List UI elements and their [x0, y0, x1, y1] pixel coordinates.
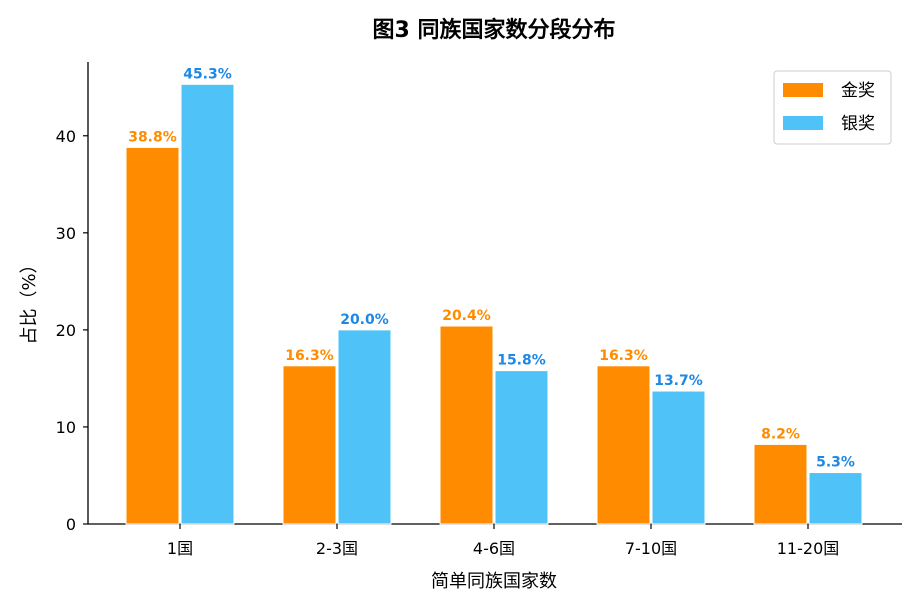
bar-gold [753, 443, 808, 525]
x-tick-label: 2-3国 [316, 539, 358, 558]
data-label: 20.0% [340, 312, 389, 328]
y-tick-label: 20 [56, 321, 76, 340]
data-label: 13.7% [654, 373, 703, 389]
y-tick-label: 0 [66, 515, 76, 534]
x-tick-label: 7-10国 [625, 539, 677, 558]
data-label: 38.8% [128, 129, 177, 145]
legend-label: 金奖 [841, 81, 875, 101]
bar-gold [596, 365, 651, 525]
x-tick-label: 11-20国 [777, 539, 840, 558]
legend-swatch [783, 83, 823, 97]
data-label: 8.2% [761, 426, 800, 442]
data-label: 16.3% [285, 348, 334, 364]
bar-silver [337, 329, 392, 525]
bar-gold [282, 365, 337, 525]
x-tick-label: 1国 [167, 539, 193, 558]
y-tick-label: 10 [56, 418, 76, 437]
chart-title: 图3 同族国家数分段分布 [373, 17, 616, 43]
bar-silver [651, 390, 706, 525]
x-axis-label: 简单同族国家数 [431, 571, 557, 592]
data-label: 45.3% [183, 66, 232, 82]
legend-swatch [783, 116, 823, 130]
bar-gold [125, 146, 180, 525]
y-tick-label: 30 [56, 224, 76, 243]
bar-silver [180, 83, 235, 525]
data-label: 16.3% [599, 348, 648, 364]
x-tick-label: 4-6国 [473, 539, 515, 558]
y-axis-label: 占比（%） [19, 255, 40, 344]
data-label: 5.3% [816, 455, 855, 471]
y-tick-label: 40 [56, 127, 76, 146]
legend-label: 银奖 [841, 114, 875, 134]
plot-area: 0 10 20 30 40 38.8% 45.3% 1国 16.3% 20.0% 2-3国 20.4%… [56, 62, 902, 558]
bar-gold [439, 325, 494, 525]
data-label: 15.8% [497, 353, 546, 369]
bar-silver [808, 472, 863, 525]
bar-silver [494, 370, 549, 525]
data-label: 20.4% [442, 308, 491, 324]
